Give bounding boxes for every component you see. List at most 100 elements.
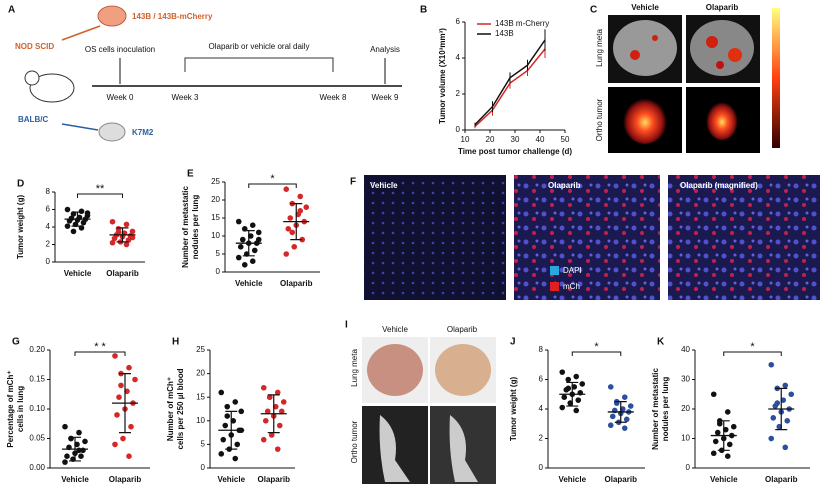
data-point xyxy=(297,208,304,214)
x-tick-label: Vehicle xyxy=(61,475,89,484)
data-point xyxy=(62,423,68,430)
y-tick-label: 0.05 xyxy=(29,434,45,443)
data-point xyxy=(774,400,781,406)
y-axis-label: Number of mCh⁺ xyxy=(166,377,175,441)
image xyxy=(514,175,660,300)
data-point xyxy=(627,403,634,409)
significance-label: * xyxy=(750,341,755,353)
y-tick-label: 10 xyxy=(211,231,220,240)
y-axis-label: Percentage of mCh⁺ xyxy=(6,370,15,447)
y-axis-label: nodules per lung xyxy=(661,377,670,442)
data-point xyxy=(710,450,717,457)
significance-bracket xyxy=(74,351,126,356)
y-tick-label: 0 xyxy=(46,257,51,266)
data-point xyxy=(621,394,628,401)
y-tick-label: 0 xyxy=(201,463,206,472)
data-point xyxy=(255,236,262,243)
x-tick-label: Olaparib xyxy=(109,475,142,484)
data-point xyxy=(260,384,267,391)
legend-label: 143B m-Cherry xyxy=(495,19,549,28)
arrow xyxy=(61,25,101,41)
timeline-arrows xyxy=(119,58,386,84)
significance-bracket xyxy=(571,351,622,356)
y-tick-label: 4 xyxy=(46,222,51,231)
significance-label: * xyxy=(270,173,275,185)
panel-letter: J xyxy=(510,337,516,348)
data-point xyxy=(116,394,122,401)
data-point xyxy=(714,429,721,436)
event-label: OS cells inoculation xyxy=(85,45,155,54)
data-point xyxy=(274,389,281,396)
cell-line-label: 143B / 143B-mCherry xyxy=(132,12,213,21)
data-point xyxy=(260,436,267,443)
data-point xyxy=(575,397,582,403)
data-point xyxy=(768,435,775,442)
row-label: Lung meta xyxy=(595,29,604,67)
y-tick-label: 0 xyxy=(539,463,544,472)
data-point xyxy=(285,226,292,232)
week-label: Week 8 xyxy=(320,93,348,102)
legend-label: DAPI xyxy=(563,266,582,275)
y-tick-label: 10 xyxy=(681,434,690,443)
significance-bracket xyxy=(77,193,123,198)
panel-letter: G xyxy=(12,337,20,348)
data-point xyxy=(120,435,126,442)
data-point xyxy=(280,399,287,405)
panel-f: F Vehicle Olaparib Olaparib (magnified) … xyxy=(350,175,820,300)
y-tick-label: 10 xyxy=(196,416,205,425)
lung xyxy=(613,20,677,76)
x-tick-label: 40 xyxy=(536,135,545,144)
data-point xyxy=(607,384,614,390)
error-bar xyxy=(116,227,129,243)
significance-label: ** xyxy=(96,183,105,195)
strain-label: NOD SCID xyxy=(15,42,54,51)
row-label: Ortho tumor xyxy=(595,98,604,141)
row-label: Lung meta xyxy=(350,349,359,387)
legend-label: mCh xyxy=(563,282,580,291)
data-point xyxy=(78,453,84,460)
data-point xyxy=(109,239,116,246)
significance-bracket xyxy=(248,183,297,188)
data-point xyxy=(770,415,777,421)
significance-label: * * xyxy=(94,341,106,353)
error-bar xyxy=(566,381,579,407)
data-point xyxy=(623,416,630,423)
data-point xyxy=(114,412,120,418)
strain-label: BALB/C xyxy=(18,115,48,124)
y-tick-label: 6 xyxy=(539,375,544,384)
panel-letter: I xyxy=(345,320,348,331)
data-point xyxy=(561,394,568,401)
x-tick-label: Vehicle xyxy=(558,475,586,484)
data-point xyxy=(255,229,262,236)
data-point xyxy=(579,381,586,387)
y-axis-label: Tumor weight (g) xyxy=(16,195,25,260)
data-point xyxy=(573,373,580,380)
data-point xyxy=(70,228,77,235)
data-point xyxy=(68,435,74,442)
legend-label: 143B xyxy=(495,29,514,38)
week-label: Week 9 xyxy=(372,93,400,102)
data-point xyxy=(129,234,136,241)
y-tick-label: 4 xyxy=(456,53,461,62)
y-tick-label: 0 xyxy=(456,125,461,134)
y-tick-label: 0 xyxy=(216,267,221,276)
data-point xyxy=(235,218,242,225)
data-point xyxy=(276,422,283,429)
data-point xyxy=(287,215,294,221)
y-tick-label: 5 xyxy=(201,440,206,449)
y-tick-label: 8 xyxy=(539,345,544,354)
data-point xyxy=(82,438,88,445)
data-point xyxy=(303,204,310,210)
data-point xyxy=(62,459,68,465)
data-point xyxy=(768,361,775,368)
data-point xyxy=(76,447,82,454)
y-axis-label: Tumor weight (g) xyxy=(509,377,518,442)
y-tick-label: 30 xyxy=(681,375,690,384)
x-tick-label: 10 xyxy=(461,135,470,144)
error-bar xyxy=(267,394,280,434)
data-point xyxy=(283,251,290,257)
error-bar xyxy=(242,230,255,257)
data-point xyxy=(224,403,231,410)
data-point xyxy=(268,432,275,438)
